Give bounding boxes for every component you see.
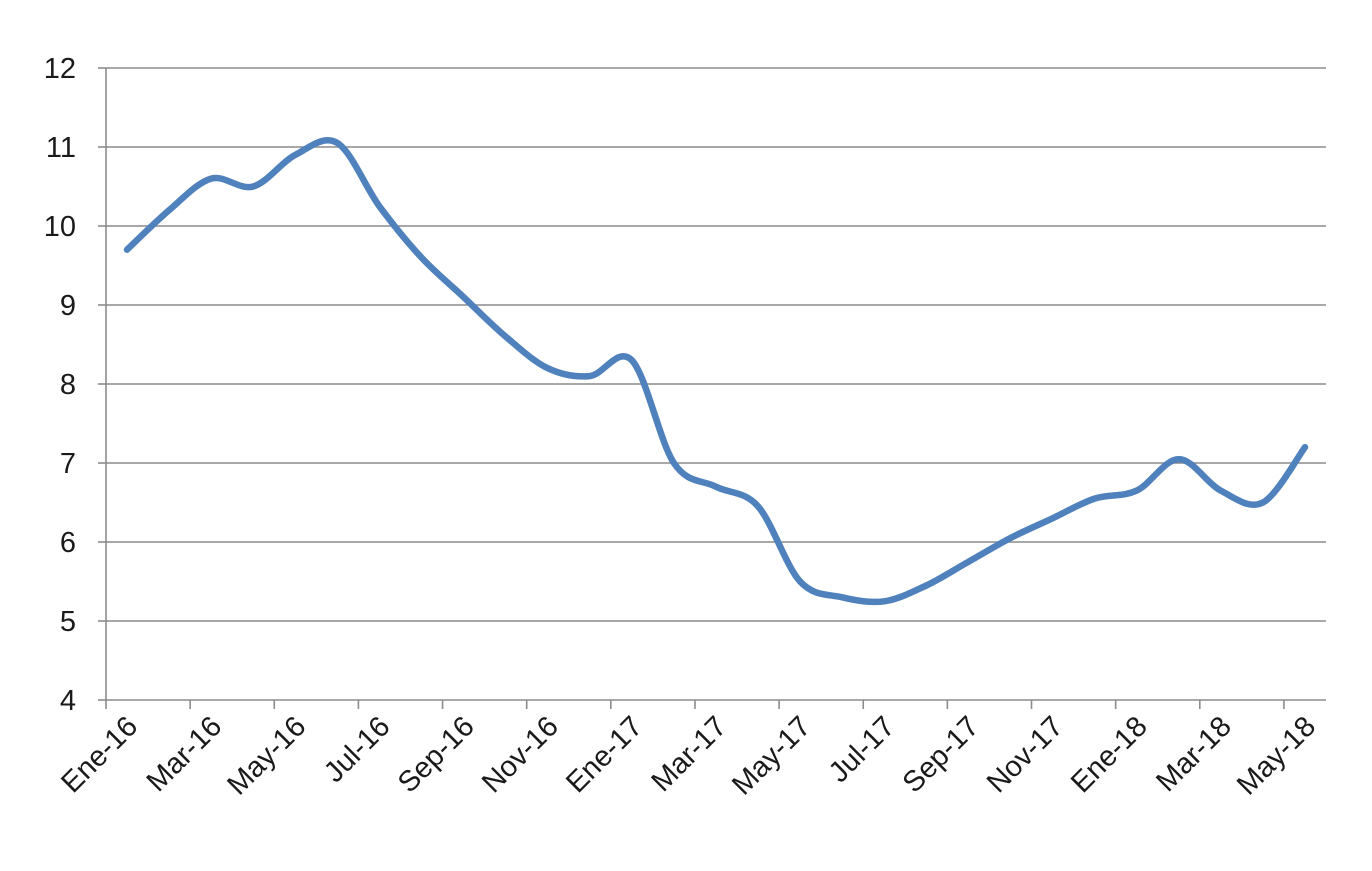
y-tick-label: 8 — [60, 369, 76, 401]
x-tick-label: Ene-18 — [1065, 710, 1154, 799]
x-tick-label: Ene-17 — [560, 710, 649, 799]
y-tick-label: 5 — [60, 606, 76, 638]
x-tick-label: Mar-17 — [646, 710, 734, 798]
x-tick-label: Jul-17 — [823, 710, 901, 788]
y-tick-label: 12 — [44, 53, 76, 85]
x-tick-label: Jul-16 — [318, 710, 396, 788]
y-tick-label: 9 — [60, 290, 76, 322]
x-tick-label: Mar-18 — [1150, 710, 1238, 798]
x-tick-label: Mar-16 — [141, 710, 229, 798]
y-tick-label: 10 — [44, 211, 76, 243]
x-tick-label: Nov-16 — [476, 710, 565, 799]
x-tick-label: May-17 — [726, 710, 817, 801]
y-tick-label: 11 — [46, 132, 76, 164]
x-tick-label: May-16 — [221, 710, 312, 801]
y-tick-label: 4 — [60, 685, 76, 717]
x-tick-label: Ene-16 — [55, 710, 144, 799]
x-tick-label: Sep-17 — [897, 710, 986, 799]
y-tick-label: 6 — [60, 527, 76, 559]
x-tick-label: Nov-17 — [981, 710, 1070, 799]
y-tick-label: 7 — [60, 448, 76, 480]
series-line — [123, 137, 1309, 606]
x-tick-label: Sep-16 — [392, 710, 481, 799]
x-tick-label: May-18 — [1231, 710, 1322, 801]
